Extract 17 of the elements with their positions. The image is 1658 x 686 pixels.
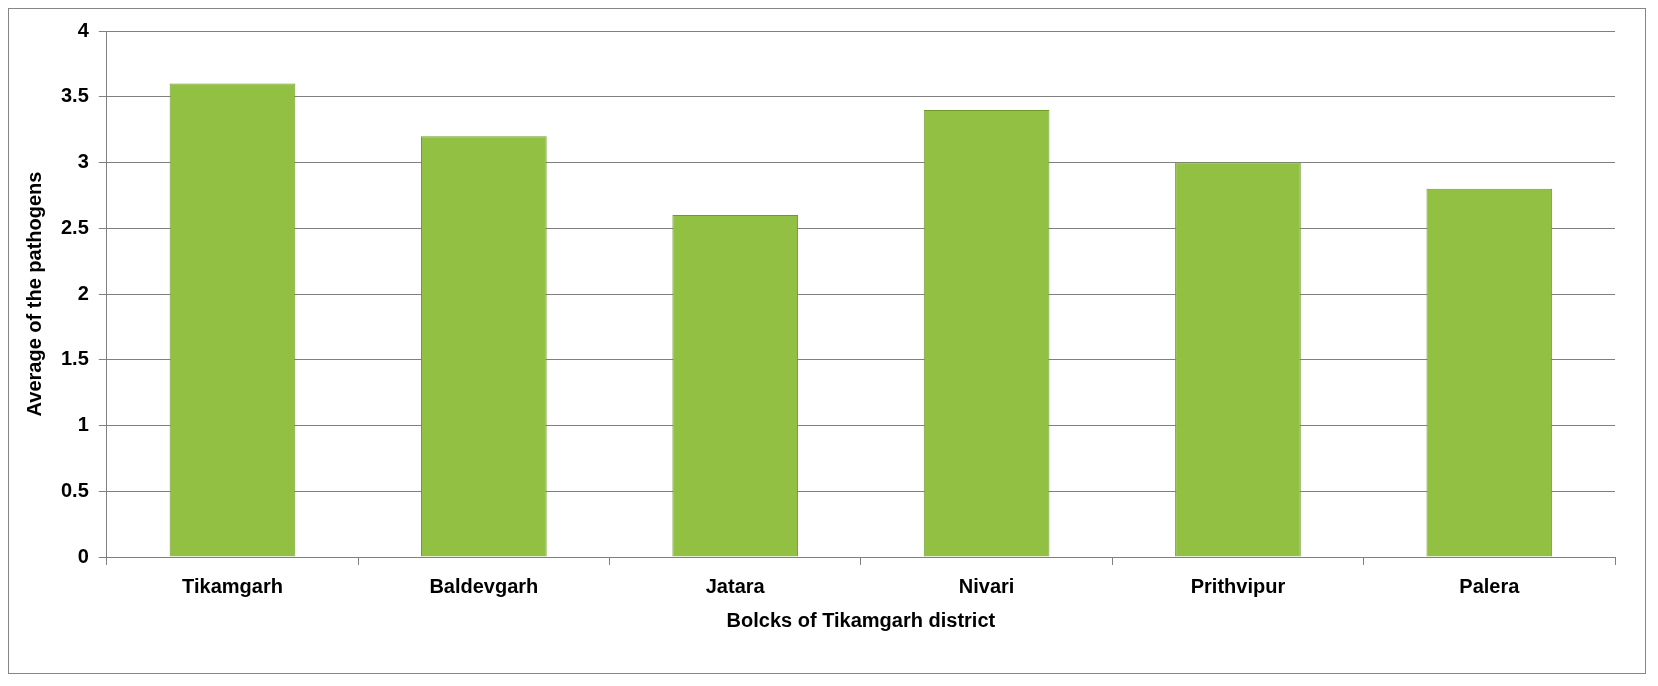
x-tick-label: Jatara [705, 574, 766, 597]
y-tick-label: 0.5 [60, 478, 89, 501]
y-tick-label: 4 [77, 18, 90, 41]
y-tick-label: 2 [77, 281, 89, 304]
y-tick-label: 1 [77, 413, 89, 436]
x-tick-label: Nivari [958, 574, 1015, 597]
x-tick-label: Tikamgarh [182, 574, 283, 597]
y-tick-label: 3.5 [60, 84, 89, 107]
x-axis-title: Bolcks of Tikamgarh district [726, 608, 996, 631]
y-tick-label: 2.5 [60, 215, 89, 238]
x-tick-label: Baldevgarh [429, 574, 539, 597]
x-tick-label: Prithvipur [1190, 574, 1286, 597]
y-axis-title: Average of the pathogens [22, 171, 45, 417]
y-tick-label: 1.5 [60, 347, 89, 370]
y-tick-label: 3 [77, 150, 89, 173]
y-tick-label: 0 [77, 544, 89, 567]
x-tick-label: Palera [1459, 574, 1521, 597]
